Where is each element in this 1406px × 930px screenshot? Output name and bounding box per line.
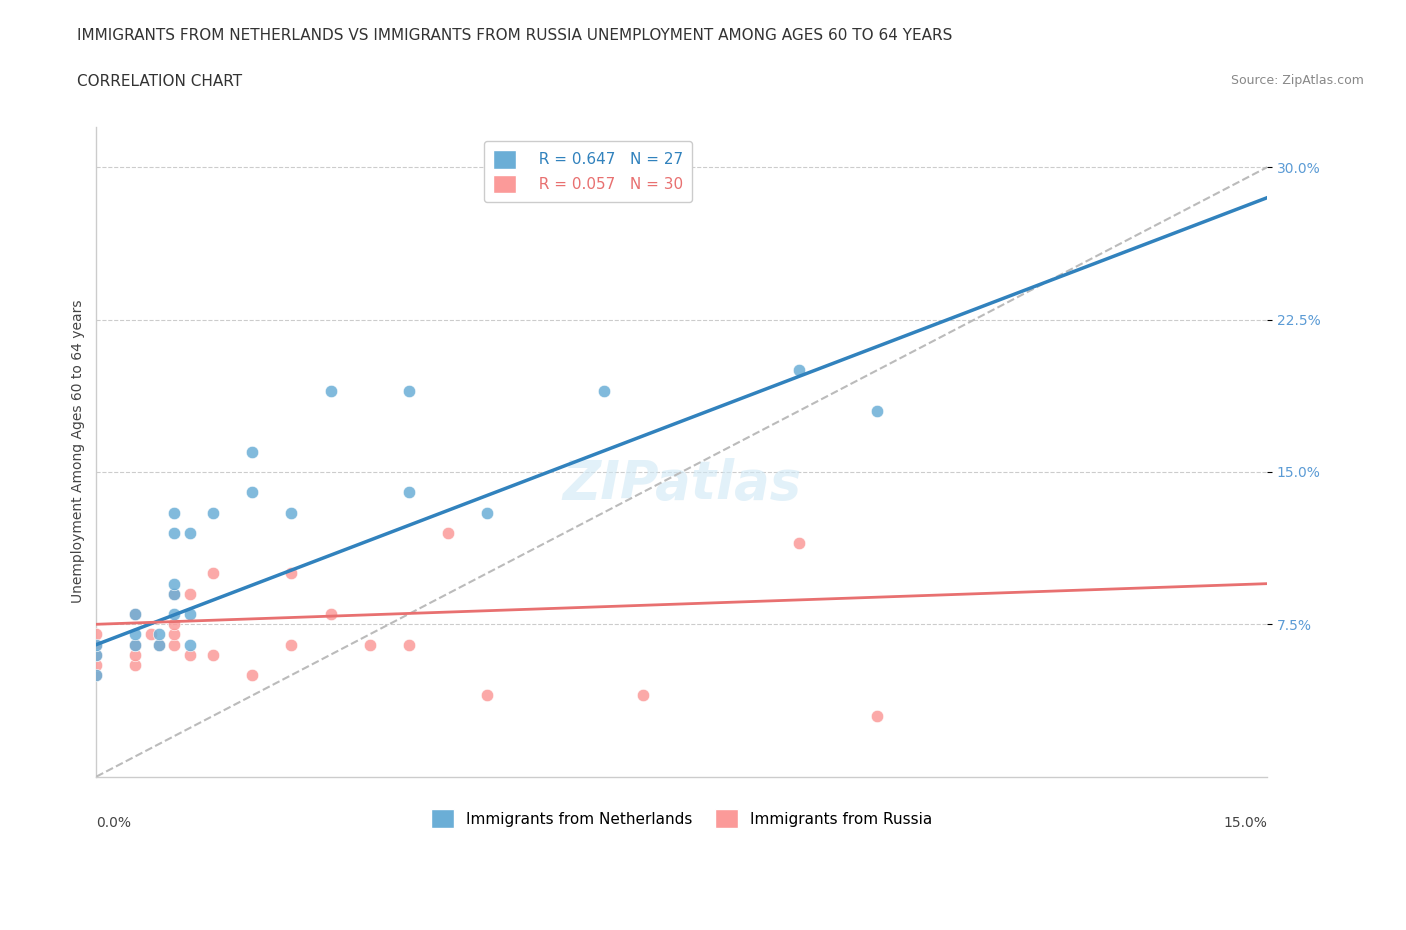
Point — [163, 525, 186, 540]
Point — [631, 688, 654, 703]
Point — [124, 606, 146, 621]
Point — [163, 587, 186, 602]
Point — [242, 445, 264, 459]
Point — [280, 566, 302, 581]
Point — [163, 637, 186, 652]
Point — [202, 566, 225, 581]
Point — [179, 587, 201, 602]
Point — [163, 617, 186, 631]
Text: Source: ZipAtlas.com: Source: ZipAtlas.com — [1230, 74, 1364, 87]
Text: 0.0%: 0.0% — [97, 816, 131, 830]
Point — [866, 709, 889, 724]
Point — [86, 668, 108, 683]
Point — [179, 637, 201, 652]
Point — [124, 627, 146, 642]
Point — [163, 505, 186, 520]
Point — [124, 606, 146, 621]
Text: 15.0%: 15.0% — [1223, 816, 1267, 830]
Point — [86, 658, 108, 672]
Point — [398, 637, 420, 652]
Point — [179, 647, 201, 662]
Point — [179, 525, 201, 540]
Point — [86, 637, 108, 652]
Text: IMMIGRANTS FROM NETHERLANDS VS IMMIGRANTS FROM RUSSIA UNEMPLOYMENT AMONG AGES 60: IMMIGRANTS FROM NETHERLANDS VS IMMIGRANT… — [77, 28, 953, 43]
Point — [475, 688, 498, 703]
Point — [163, 577, 186, 591]
Point — [86, 647, 108, 662]
Y-axis label: Unemployment Among Ages 60 to 64 years: Unemployment Among Ages 60 to 64 years — [72, 299, 86, 604]
Point — [202, 647, 225, 662]
Text: ZIPatlas: ZIPatlas — [562, 458, 801, 511]
Point — [148, 637, 170, 652]
Point — [148, 627, 170, 642]
Point — [163, 627, 186, 642]
Point — [436, 525, 458, 540]
Point — [124, 647, 146, 662]
Point — [148, 637, 170, 652]
Point — [398, 485, 420, 499]
Point — [242, 668, 264, 683]
Point — [179, 606, 201, 621]
Point — [475, 505, 498, 520]
Point — [86, 637, 108, 652]
Point — [787, 536, 810, 551]
Point — [124, 658, 146, 672]
Point — [86, 668, 108, 683]
Point — [319, 606, 342, 621]
Point — [592, 383, 614, 398]
Text: CORRELATION CHART: CORRELATION CHART — [77, 74, 242, 89]
Point — [359, 637, 381, 652]
Point — [280, 505, 302, 520]
Legend: Immigrants from Netherlands, Immigrants from Russia: Immigrants from Netherlands, Immigrants … — [425, 804, 939, 834]
Point — [163, 606, 186, 621]
Point — [398, 383, 420, 398]
Point — [163, 587, 186, 602]
Point — [202, 505, 225, 520]
Point — [124, 637, 146, 652]
Point — [86, 647, 108, 662]
Point — [866, 404, 889, 418]
Point — [787, 363, 810, 378]
Point — [124, 637, 146, 652]
Point — [139, 627, 162, 642]
Point — [319, 383, 342, 398]
Point — [280, 637, 302, 652]
Point — [86, 627, 108, 642]
Point — [242, 485, 264, 499]
